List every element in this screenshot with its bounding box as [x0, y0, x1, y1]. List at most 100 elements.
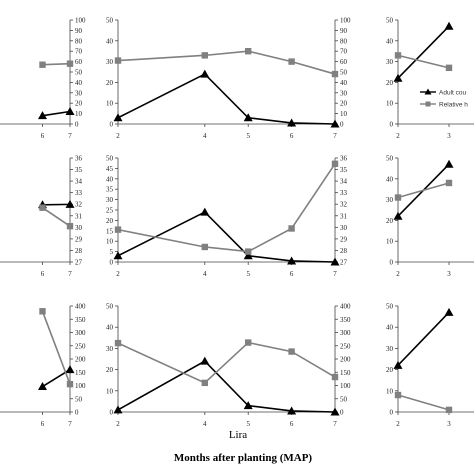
relative-humidity-point — [114, 339, 122, 347]
adult-count-point — [287, 256, 297, 265]
adult-count-point — [287, 118, 297, 127]
x-tick-label: 6 — [290, 270, 294, 278]
right-y-tick-label: 32 — [340, 201, 348, 209]
right-y-tick-label: 300 — [340, 329, 351, 337]
chart-panel-1: 6 70 10 20 30 40 50 60 70 80 90 100 — [0, 17, 86, 140]
x-tick-label: 6 — [290, 132, 294, 140]
relative-humidity-line — [117, 50, 336, 75]
relative-humidity-point — [245, 248, 252, 255]
right-y-tick-label: 27 — [75, 259, 83, 267]
left-y-tick-label: 50 — [106, 303, 114, 311]
left-y-tick-label: 10 — [386, 100, 394, 108]
left-y-tick-label: 50 — [386, 17, 394, 25]
x-tick-label: 7 — [68, 420, 72, 428]
left-y-tick-label: 20 — [106, 366, 114, 374]
x-tick-label: 7 — [333, 270, 337, 278]
right-y-tick-label: 28 — [75, 247, 83, 255]
right-y-tick-label: 250 — [75, 342, 86, 350]
right-y-tick-label: 70 — [75, 48, 83, 56]
legend-adult-label: Adult cou — [439, 90, 466, 97]
right-y-tick-label: 100 — [340, 17, 351, 25]
adult-count-line — [117, 211, 336, 263]
adult-count-point — [444, 21, 454, 30]
right-y-tick-label: 100 — [75, 382, 86, 390]
right-y-tick-label: 30 — [75, 224, 83, 232]
relative-humidity-line — [42, 62, 71, 66]
x-tick-label: 2 — [116, 420, 120, 428]
left-y-tick-label: 0 — [110, 259, 114, 267]
relative-humidity-point — [245, 48, 252, 55]
x-tick-label: 5 — [246, 420, 250, 428]
x-tick-label: 2 — [396, 270, 400, 278]
left-y-tick-label: 10 — [106, 100, 114, 108]
right-y-tick-label: 28 — [340, 247, 348, 255]
right-y-tick-label: 36 — [340, 155, 348, 163]
adult-count-point — [65, 107, 75, 116]
right-y-tick-label: 29 — [75, 235, 83, 243]
adult-count-point — [200, 356, 210, 365]
right-y-tick-label: 0 — [340, 121, 344, 129]
right-y-tick-label: 350 — [340, 316, 351, 324]
adult-count-point — [243, 401, 253, 410]
right-y-tick-label: 27 — [340, 259, 348, 267]
relative-humidity-point — [394, 52, 402, 59]
left-y-tick-label: 40 — [386, 37, 394, 45]
right-y-tick-label: 31 — [75, 212, 83, 220]
left-y-tick-label: 40 — [106, 175, 114, 183]
right-y-tick-label: 40 — [75, 79, 83, 87]
right-y-tick-label: 35 — [75, 166, 83, 174]
x-tick-label: 3 — [447, 420, 451, 428]
legend-adult-marker — [424, 88, 432, 95]
x-tick-label: 3 — [447, 132, 451, 140]
right-y-tick-label: 150 — [75, 369, 86, 377]
right-y-tick-label: 0 — [340, 409, 344, 417]
x-axis-title: Months after planting (MAP) — [174, 452, 313, 464]
x-tick-label: 7 — [68, 270, 72, 278]
relative-humidity-line — [41, 311, 71, 385]
adult-count-point — [330, 119, 340, 128]
right-y-tick-label: 30 — [340, 224, 348, 232]
adult-count-point — [243, 251, 253, 260]
right-y-tick-label: 150 — [340, 369, 351, 377]
adult-count-point — [65, 199, 75, 208]
left-y-tick-label: 0 — [390, 259, 394, 267]
left-y-tick-label: 30 — [386, 58, 394, 66]
relative-humidity-point — [201, 243, 208, 251]
left-y-tick-label: 20 — [386, 217, 394, 225]
right-y-tick-label: 100 — [75, 17, 86, 25]
left-y-tick-label: 20 — [386, 79, 394, 87]
adult-count-point — [38, 382, 47, 391]
adult-count-point — [393, 211, 403, 220]
right-y-tick-label: 400 — [340, 303, 351, 311]
left-y-tick-label: 0 — [110, 409, 114, 417]
x-tick-label: 4 — [203, 420, 207, 428]
relative-humidity-point — [331, 70, 339, 78]
adult-count-line — [42, 110, 71, 117]
relative-humidity-line — [397, 394, 450, 411]
x-tick-label: 6 — [41, 420, 45, 428]
right-y-tick-label: 30 — [340, 89, 348, 97]
left-y-tick-label: 25 — [106, 207, 114, 215]
relative-humidity-point — [331, 373, 339, 381]
relative-humidity-point — [288, 348, 295, 355]
site-label: Lira — [229, 429, 247, 441]
x-tick-label: 5 — [246, 270, 250, 278]
relative-humidity-point — [66, 380, 74, 388]
right-y-tick-label: 70 — [340, 48, 348, 56]
relative-humidity-line — [397, 54, 450, 69]
x-tick-label: 2 — [116, 270, 120, 278]
adult-count-point — [330, 407, 340, 416]
right-y-tick-label: 10 — [340, 110, 348, 118]
relative-humidity-point — [331, 160, 339, 167]
right-y-tick-label: 50 — [75, 395, 83, 403]
right-y-tick-label: 90 — [340, 27, 348, 35]
relative-humidity-point — [288, 225, 295, 232]
legend-humidity-marker — [425, 101, 431, 107]
right-y-tick-label: 50 — [340, 69, 348, 77]
left-y-tick-label: 40 — [386, 175, 394, 183]
adult-count-point — [113, 251, 123, 260]
relative-humidity-point — [445, 64, 453, 72]
right-y-tick-label: 34 — [75, 178, 83, 186]
left-y-tick-label: 50 — [386, 155, 394, 163]
x-tick-label: 6 — [41, 132, 45, 140]
